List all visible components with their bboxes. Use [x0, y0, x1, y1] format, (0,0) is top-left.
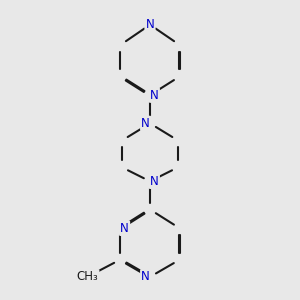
Text: N: N: [141, 270, 150, 284]
Text: CH₃: CH₃: [76, 270, 98, 284]
Text: N: N: [120, 222, 129, 235]
Text: N: N: [141, 117, 150, 130]
Text: N: N: [150, 175, 159, 188]
Text: N: N: [146, 18, 154, 31]
Text: N: N: [150, 89, 159, 102]
